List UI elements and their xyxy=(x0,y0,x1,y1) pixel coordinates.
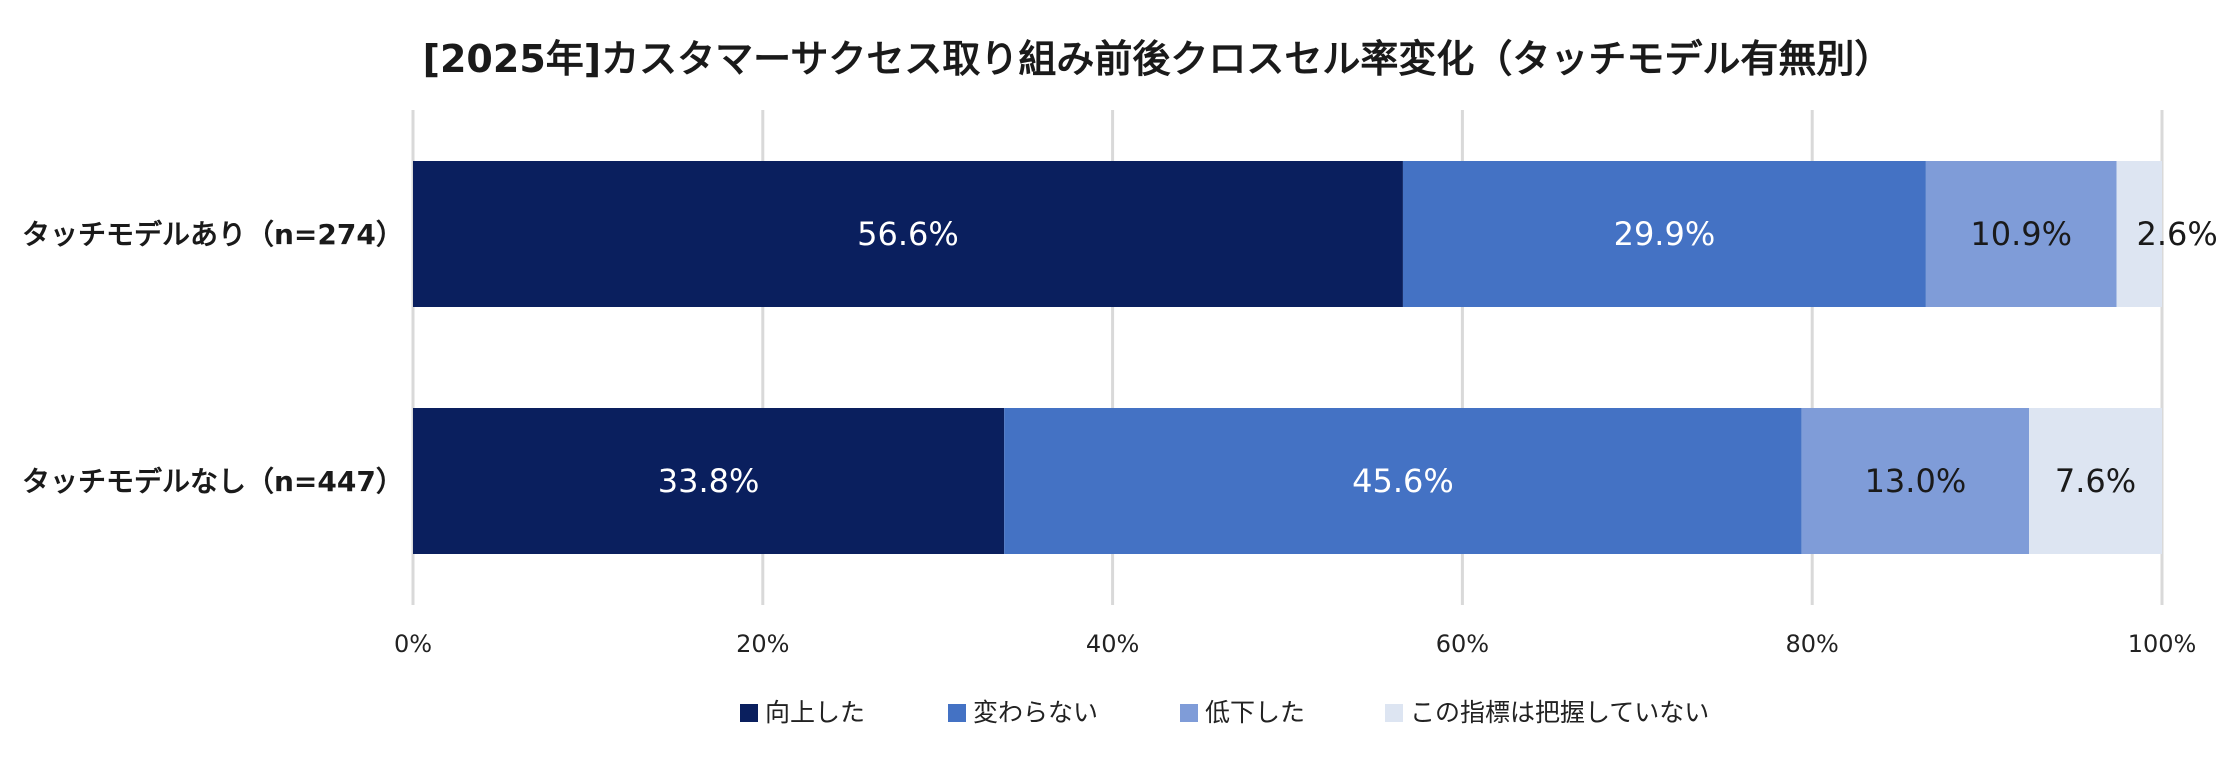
bar-segment xyxy=(2029,408,2162,554)
bar-segment xyxy=(413,408,1005,554)
data-label: 33.8% xyxy=(658,462,760,500)
bar-segment xyxy=(1402,161,1926,307)
bar-segment xyxy=(1801,408,2030,554)
legend: 向上した 変わらない 低下した この指標は把握していない xyxy=(740,698,1709,727)
data-label: 7.6% xyxy=(2055,462,2136,500)
x-tick-label: 0% xyxy=(394,630,432,658)
x-tick-label: 100% xyxy=(2128,630,2197,658)
legend-swatch xyxy=(740,704,758,722)
category-labels: タッチモデルあり（n=274） タッチモデルなし（n=447） xyxy=(22,218,404,498)
x-tick-label: 20% xyxy=(736,630,789,658)
category-label: タッチモデルあり（n=274） xyxy=(22,218,404,251)
x-axis-ticks: 0% 20% 40% 60% 80% 100% xyxy=(394,630,2196,658)
bar-segment xyxy=(413,161,1403,307)
bar-segment xyxy=(1004,408,1802,554)
legend-label: 変わらない xyxy=(973,698,1098,727)
bar-segment xyxy=(1925,161,2117,307)
data-label: 10.9% xyxy=(1970,215,2072,253)
legend-swatch xyxy=(1180,704,1198,722)
legend-label: 低下した xyxy=(1205,698,1305,727)
legend-label: 向上した xyxy=(765,698,865,727)
data-label: 29.9% xyxy=(1614,215,1716,253)
data-label: 13.0% xyxy=(1865,462,1967,500)
legend-swatch xyxy=(948,704,966,722)
category-label: タッチモデルなし（n=447） xyxy=(22,465,404,498)
legend-label: この指標は把握していない xyxy=(1410,698,1709,727)
x-tick-label: 80% xyxy=(1786,630,1839,658)
data-label: 2.6% xyxy=(2137,215,2218,253)
legend-swatch xyxy=(1385,704,1403,722)
bar-series: 56.6% 29.9% 10.9% 2.6% 33.8% 45.6% 13.0% 7.6% xyxy=(413,161,2218,554)
data-label: 56.6% xyxy=(857,215,959,253)
x-tick-label: 60% xyxy=(1436,630,1489,658)
data-label: 45.6% xyxy=(1352,462,1454,500)
x-tick-label: 40% xyxy=(1086,630,1139,658)
chart-title: [2025年]カスタマーサクセス取り組み前後クロスセル率変化（タッチモデル有無別… xyxy=(423,37,1893,81)
bar-segment xyxy=(2116,161,2162,307)
